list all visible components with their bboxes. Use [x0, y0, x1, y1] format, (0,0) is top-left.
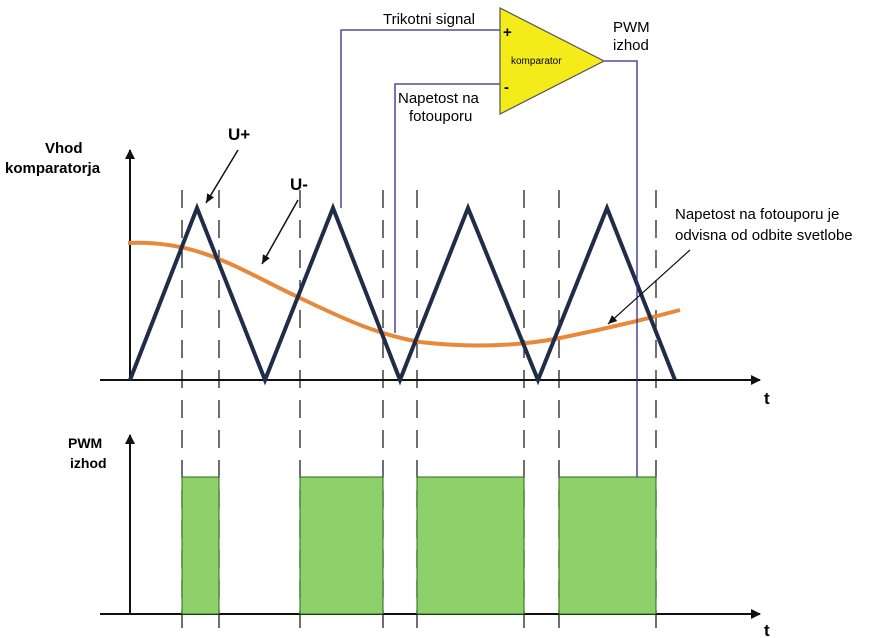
u-plus-label: U+: [228, 125, 250, 144]
top-y-axis-label-line2: komparatorja: [5, 160, 101, 177]
pwm-output-label-line1: PWM: [613, 19, 650, 36]
u-minus-label: U-: [290, 175, 308, 194]
note-line2: odvisna od odbite svetlobe: [675, 227, 853, 244]
u-plus-arrow: [206, 150, 238, 203]
bottom-x-axis-label: t: [764, 621, 770, 638]
photoresistor-voltage-curve: [128, 243, 680, 346]
top-y-axis-label-line1: Vhod: [45, 140, 83, 157]
comparator-wiring: [341, 30, 637, 477]
pwm-pulse: [300, 477, 383, 614]
u-minus-arrow: [262, 200, 298, 264]
top-x-axis-label: t: [764, 389, 770, 408]
pwm-output-label-line2: izhod: [613, 37, 649, 54]
pwm-pulse: [417, 477, 524, 614]
trikotni-signal-label: Trikotni signal: [383, 11, 475, 28]
comparator-minus-sign: -: [504, 79, 509, 96]
bottom-y-axis-label-line1: PWM: [68, 435, 102, 451]
comparator-plus-sign: +: [503, 24, 512, 41]
pwm-pulse: [182, 477, 219, 614]
note-line1: Napetost na fotouporu je: [675, 206, 839, 223]
triangle-signal: [130, 208, 675, 380]
napetost-label-line1: Napetost na: [398, 90, 480, 107]
comparator-name: komparator: [511, 56, 562, 67]
bottom-y-axis-label-line2: izhod: [70, 455, 107, 471]
pwm-pulses: [182, 477, 656, 614]
napetost-label-line2: fotouporu: [409, 108, 472, 125]
pwm-pulse: [559, 477, 656, 614]
